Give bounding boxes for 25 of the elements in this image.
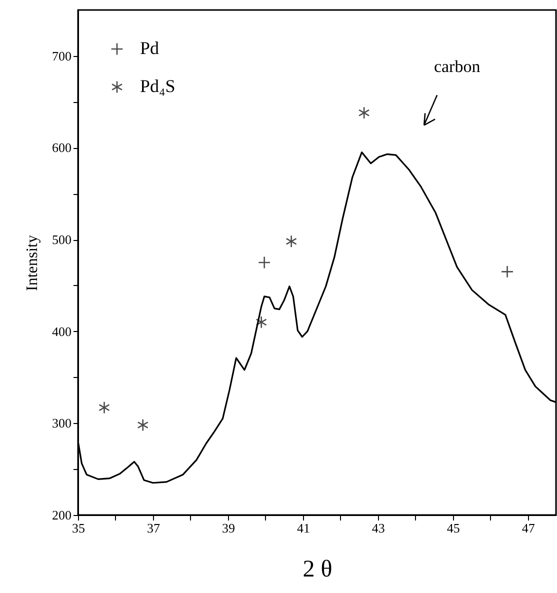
- point: [98, 401, 110, 414]
- point: [258, 256, 271, 269]
- legend-label: Pd: [140, 38, 160, 58]
- y-tick-label: 600: [52, 140, 72, 156]
- x-tick-label: 39: [222, 520, 235, 536]
- y-tick-label: 500: [52, 232, 72, 248]
- y-tick-label: 700: [52, 48, 72, 64]
- x-tick-label: 43: [372, 520, 385, 536]
- x-tick-label: 37: [146, 520, 160, 536]
- x-axis-title: 2 θ: [302, 556, 332, 582]
- y-axis-title: Intensity: [24, 235, 41, 291]
- x-tick-label: 35: [72, 520, 85, 536]
- point: [137, 418, 148, 432]
- point: [256, 316, 267, 329]
- y-tick-label: 300: [52, 416, 72, 431]
- x-tick-label: 41: [296, 520, 310, 536]
- x-tick-label: 47: [522, 520, 536, 536]
- point: [500, 265, 514, 278]
- point: [286, 235, 297, 248]
- legend-label: Pd₄S: [140, 76, 176, 96]
- point: [358, 106, 370, 120]
- annotation: carbon: [434, 57, 481, 76]
- y-tick-label: 400: [52, 324, 72, 339]
- x-tick-label: 45: [446, 520, 460, 536]
- y-tick-label: 200: [52, 508, 72, 522]
